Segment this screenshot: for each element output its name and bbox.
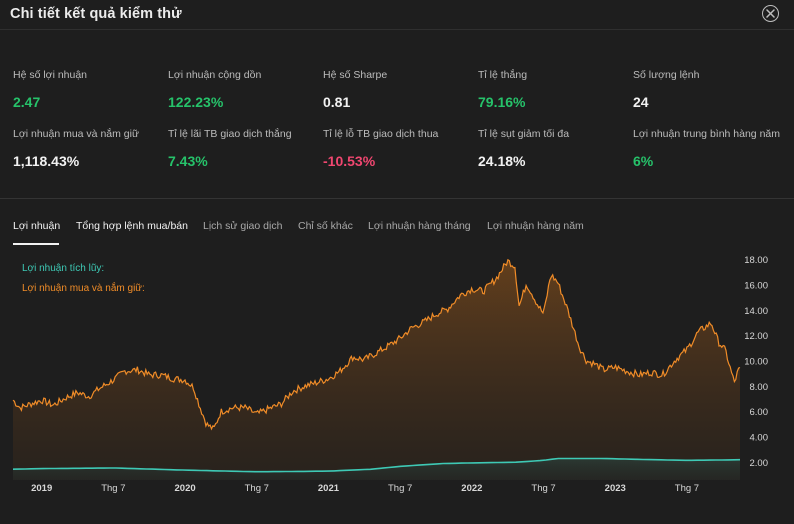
stat-label: Tỉ lệ thắng xyxy=(478,69,528,81)
stat-value: 2.47 xyxy=(13,94,41,110)
stat-label: Tỉ lệ lãi TB giao dịch thắng xyxy=(168,128,292,140)
stat-avg-loss: Tỉ lệ lỗ TB giao dịch thua -10.53% xyxy=(323,128,483,169)
stat-value: 24.18% xyxy=(478,153,526,169)
tab-bar: Lợi nhuận Tổng hợp lệnh mua/bán Lịch sử … xyxy=(0,214,794,245)
close-icon[interactable] xyxy=(762,5,779,22)
x-tick-label: 2022 xyxy=(461,483,482,494)
y-tick-label: 2.00 xyxy=(750,458,769,469)
stat-sharpe: Hệ số Sharpe 0.81 xyxy=(323,69,483,110)
stat-label: Tỉ lệ sụt giảm tối đa xyxy=(478,128,570,140)
legend-label: Lợi nhuận tích lũy: xyxy=(22,263,104,274)
stat-value: 79.16% xyxy=(478,94,526,110)
x-tick-label: Thg 7 xyxy=(675,483,699,494)
x-tick-label: Thg 7 xyxy=(531,483,555,494)
stat-cumulative-profit: Lợi nhuận cộng dồn 122.23% xyxy=(168,69,328,110)
stat-value: 122.23% xyxy=(168,94,224,110)
profit-chart: 18.00 16.00 14.00 12.00 10.00 8.00 6.00 4.00 2.0… xyxy=(0,248,794,524)
stat-value: 0.81 xyxy=(323,94,351,110)
tab-other-metrics[interactable]: Chỉ số khác xyxy=(298,220,353,232)
stat-value: 24 xyxy=(633,94,649,110)
x-tick-label: Thg 7 xyxy=(388,483,412,494)
stat-label: Lợi nhuận trung bình hàng năm xyxy=(633,128,780,140)
stat-value: 7.43% xyxy=(168,153,208,169)
x-tick-label: 2023 xyxy=(605,483,626,494)
stat-buy-hold-profit: Lợi nhuận mua và nắm giữ 1,118.43% xyxy=(13,128,173,169)
y-tick-label: 12.00 xyxy=(744,331,768,342)
profit-chart-svg: 18.00 16.00 14.00 12.00 10.00 8.00 6.00 4.00 2.0… xyxy=(12,255,769,494)
stat-value: -10.53% xyxy=(323,153,376,169)
tab-monthly-profit[interactable]: Lợi nhuận hàng tháng xyxy=(368,220,471,232)
close-x-glyph xyxy=(766,9,775,18)
x-tick-label: 2021 xyxy=(318,483,340,494)
y-tick-label: 4.00 xyxy=(750,432,769,443)
stat-annual-profit: Lợi nhuận trung bình hàng năm 6% xyxy=(633,128,793,169)
tab-profit[interactable]: Lợi nhuận xyxy=(13,220,61,232)
y-tick-label: 14.00 xyxy=(744,306,768,317)
stat-label: Lợi nhuận cộng dồn xyxy=(168,69,262,81)
x-tick-label: Thg 7 xyxy=(101,483,125,494)
stat-win-rate: Tỉ lệ thắng 79.16% xyxy=(478,69,638,110)
y-tick-label: 6.00 xyxy=(750,407,769,418)
y-tick-label: 16.00 xyxy=(744,280,768,291)
stat-avg-win: Tỉ lệ lãi TB giao dịch thắng 7.43% xyxy=(168,128,328,169)
active-tab-indicator xyxy=(13,243,59,245)
x-tick-label: Thg 7 xyxy=(245,483,269,494)
buy-hold-area xyxy=(13,259,740,480)
stat-label: Số lượng lệnh xyxy=(633,69,700,81)
stat-label: Hệ số Sharpe xyxy=(323,69,388,81)
window-header: Chi tiết kết quả kiểm thử xyxy=(0,0,794,30)
stat-profit-factor: Hệ số lợi nhuận 2.47 xyxy=(13,69,173,110)
divider xyxy=(0,198,794,199)
stat-label: Tỉ lệ lỗ TB giao dịch thua xyxy=(323,128,439,140)
stat-max-drawdown: Tỉ lệ sụt giảm tối đa 24.18% xyxy=(478,128,638,169)
window-title: Chi tiết kết quả kiểm thử xyxy=(10,6,182,22)
legend-label: Lợi nhuận mua và nắm giữ: xyxy=(22,281,145,294)
buy-hold-line xyxy=(12,258,741,431)
stat-order-count: Số lượng lệnh 24 xyxy=(633,69,793,110)
stat-label: Lợi nhuận mua và nắm giữ xyxy=(13,128,139,140)
stat-value: 1,118.43% xyxy=(13,153,80,169)
tab-trade-history[interactable]: Lịch sử giao dịch xyxy=(203,220,283,232)
x-tick-label: 2020 xyxy=(175,483,196,494)
x-tick-label: 2019 xyxy=(31,483,52,494)
stat-value: 6% xyxy=(633,153,654,169)
y-tick-label: 10.00 xyxy=(744,356,768,367)
stat-label: Hệ số lợi nhuận xyxy=(13,69,88,81)
y-tick-label: 18.00 xyxy=(744,255,768,266)
tab-yearly-profit[interactable]: Lợi nhuận hàng năm xyxy=(487,220,584,232)
cumulative-line xyxy=(12,457,741,473)
y-tick-label: 8.00 xyxy=(750,382,769,393)
tab-order-summary[interactable]: Tổng hợp lệnh mua/bán xyxy=(76,220,188,232)
